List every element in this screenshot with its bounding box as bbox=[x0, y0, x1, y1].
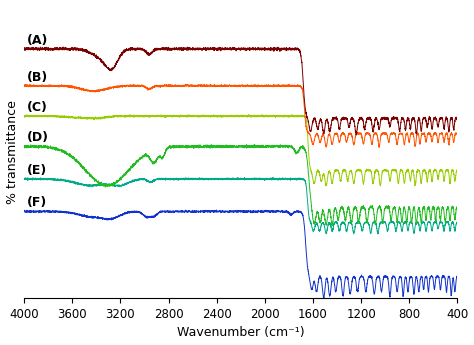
Text: (D): (D) bbox=[27, 131, 48, 144]
Text: (B): (B) bbox=[27, 71, 48, 83]
Text: (E): (E) bbox=[27, 164, 47, 177]
Text: (A): (A) bbox=[27, 34, 48, 47]
Text: (F): (F) bbox=[27, 196, 47, 209]
Text: (C): (C) bbox=[27, 101, 47, 114]
Y-axis label: % transmittance: % transmittance bbox=[6, 100, 18, 204]
X-axis label: Wavenumber (cm⁻¹): Wavenumber (cm⁻¹) bbox=[177, 326, 304, 339]
